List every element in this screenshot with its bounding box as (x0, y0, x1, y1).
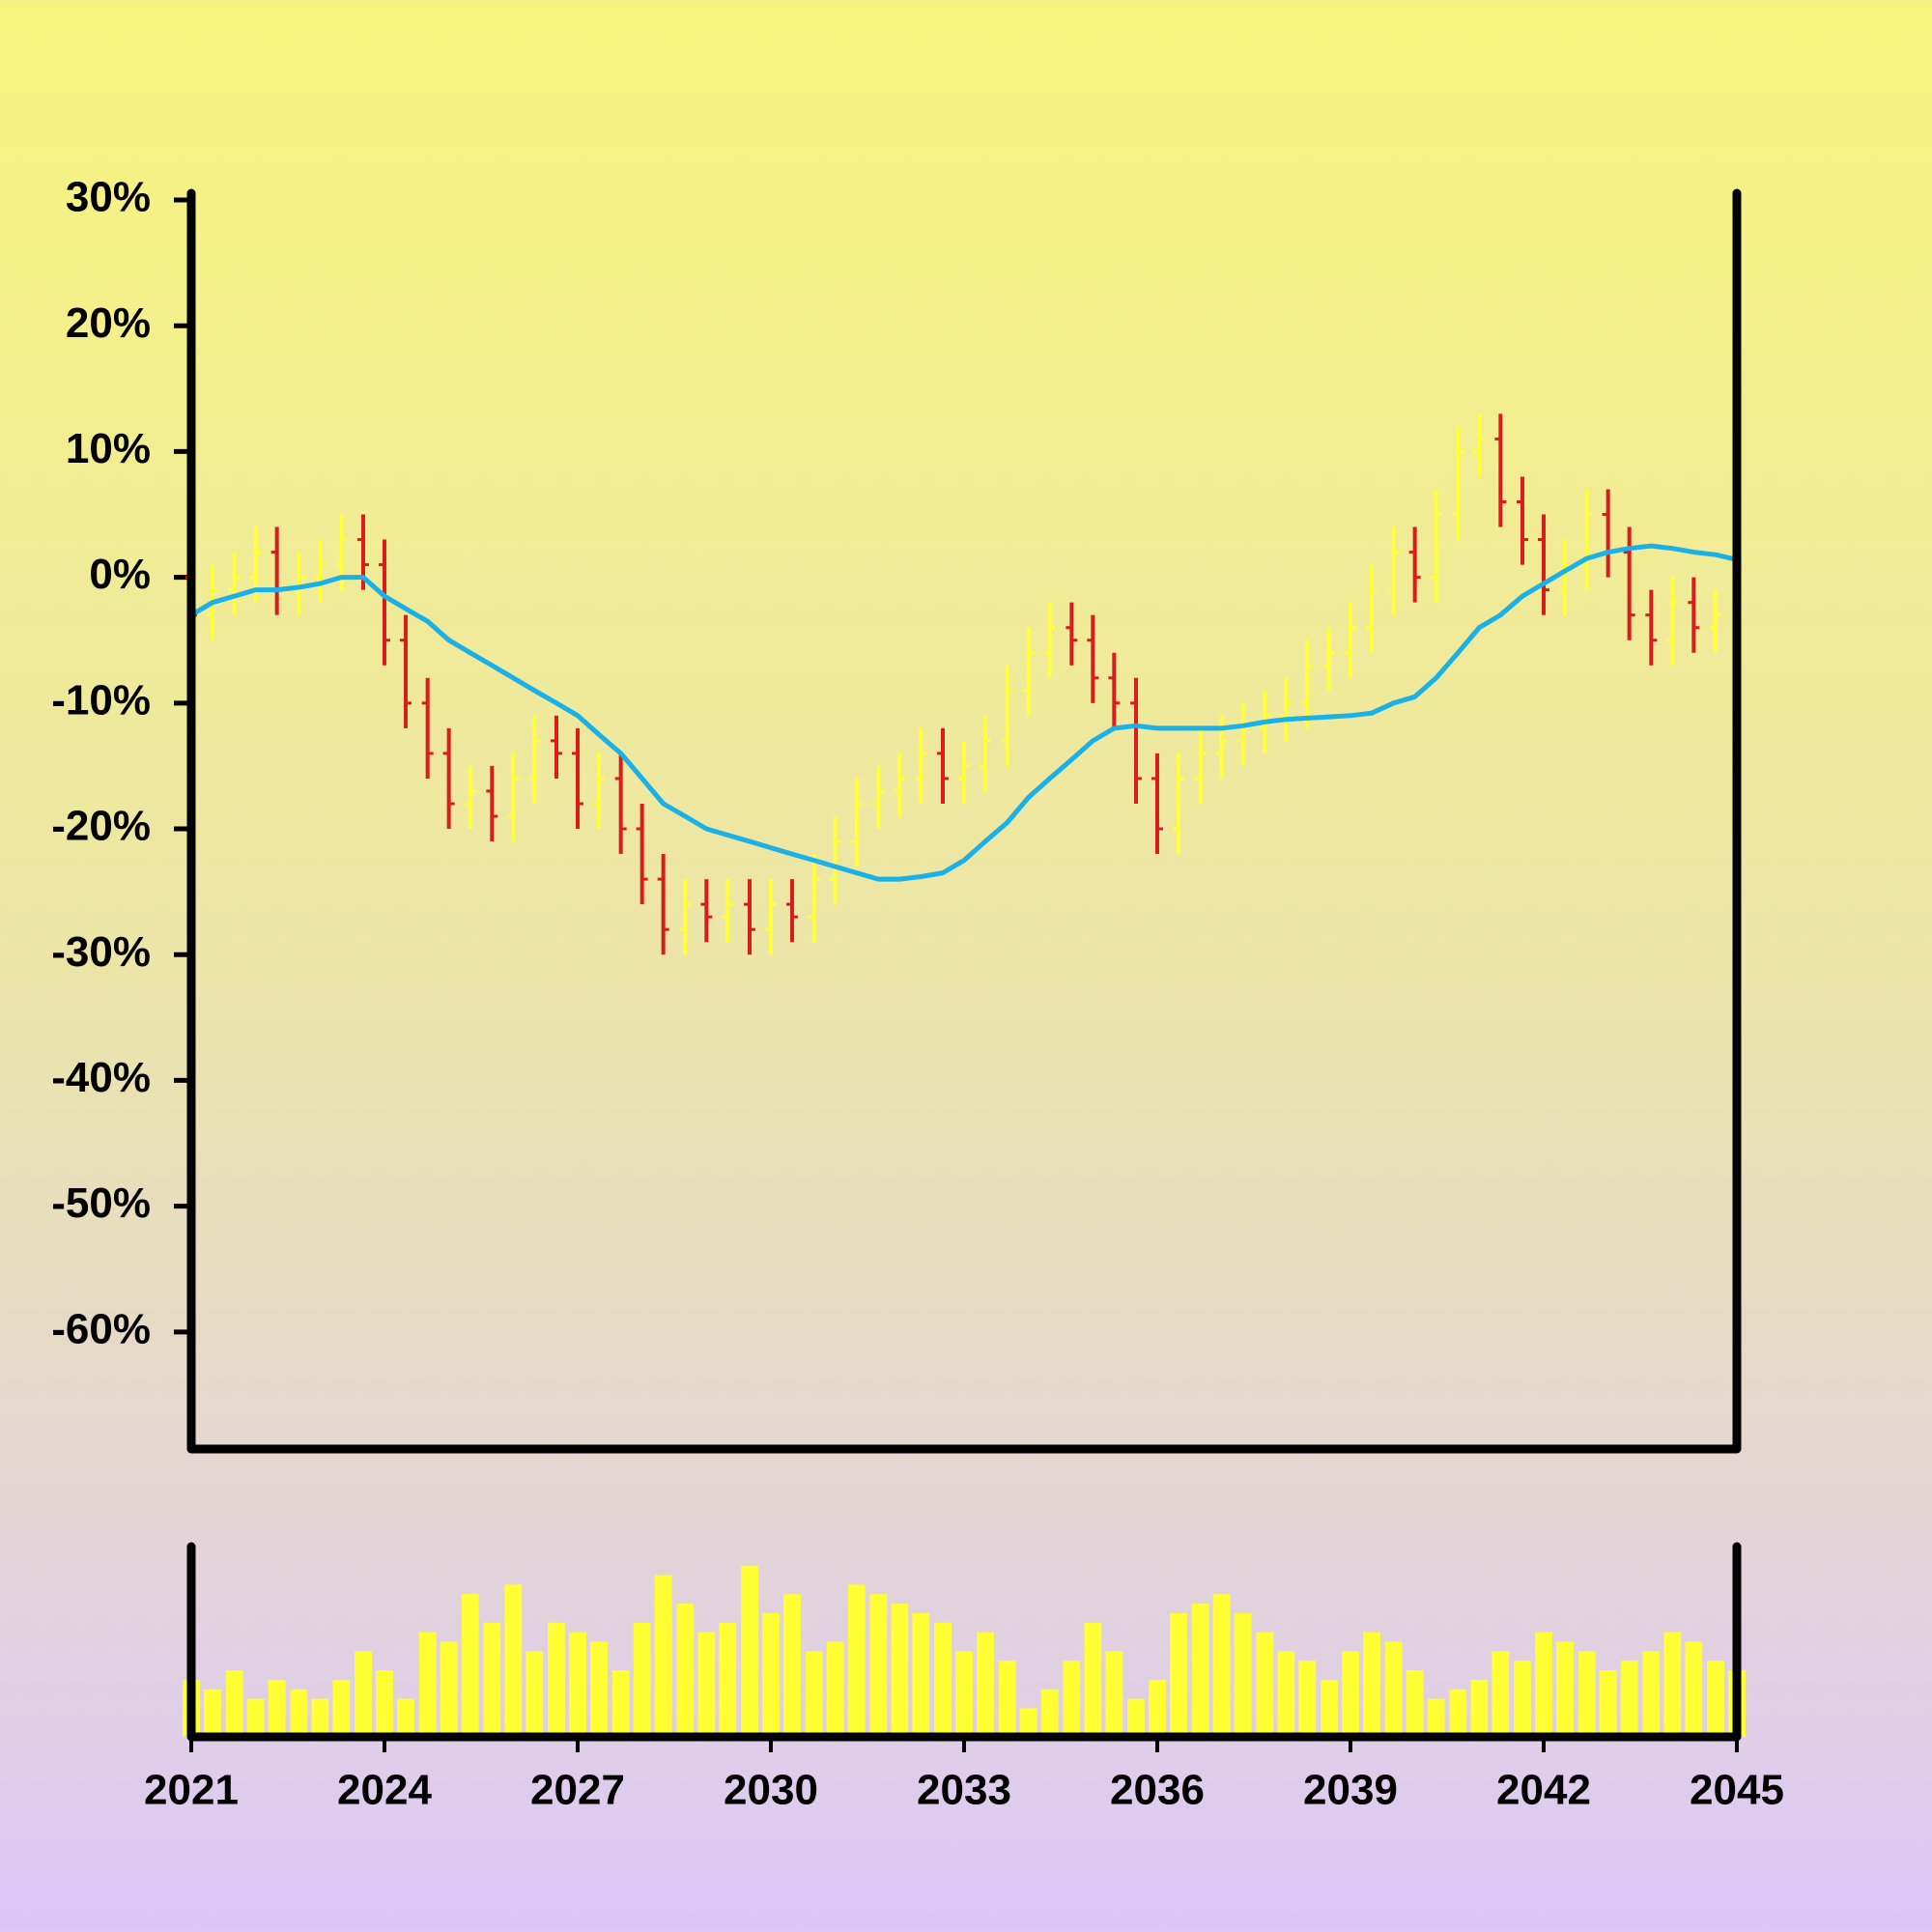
volume-bar (762, 1612, 780, 1737)
volume-bar (869, 1594, 888, 1737)
x-tick-label: 2045 (1690, 1767, 1784, 1814)
volume-bar (955, 1651, 973, 1737)
volume-bar (246, 1698, 265, 1737)
volume-bar (654, 1575, 672, 1737)
volume-bar (548, 1622, 565, 1737)
y-tick-label: 10% (66, 425, 151, 472)
volume-bar (1321, 1679, 1338, 1737)
volume-bar (1449, 1689, 1467, 1737)
volume-bar (1492, 1651, 1510, 1737)
volume-bar (847, 1584, 866, 1737)
y-tick-label: 20% (66, 299, 151, 347)
volume-bar (1363, 1632, 1380, 1737)
volume-bar (826, 1641, 844, 1737)
volume-bar (783, 1594, 801, 1737)
volume-bar (332, 1679, 351, 1737)
x-tick-label: 2042 (1496, 1767, 1591, 1814)
volume-bar (1663, 1632, 1682, 1737)
volume-bar (611, 1670, 630, 1737)
volume-bar (1127, 1698, 1145, 1737)
volume-bar (483, 1622, 501, 1737)
volume-bar (633, 1622, 651, 1737)
x-tick-label: 2039 (1303, 1767, 1398, 1814)
volume-bar (526, 1651, 544, 1737)
volume-bar (1707, 1661, 1724, 1737)
volume-bar (1212, 1594, 1231, 1737)
volume-bar (1277, 1651, 1295, 1737)
volume-bar (1406, 1670, 1424, 1737)
volume-bar (697, 1632, 716, 1737)
volume-bar (1234, 1612, 1252, 1737)
volume-bar (741, 1565, 758, 1737)
moving-average-line (189, 543, 1738, 882)
volume-bar (676, 1604, 695, 1737)
y-tick-label: -10% (51, 676, 151, 724)
volume-bar (891, 1604, 909, 1737)
volume-bar (1620, 1661, 1638, 1737)
volume-bar (376, 1670, 393, 1737)
volume-bar (1514, 1661, 1531, 1737)
volume-bar (290, 1689, 308, 1737)
y-tick-label: 0% (89, 551, 151, 598)
volume-bar (1256, 1632, 1274, 1737)
volume-bar (912, 1612, 930, 1737)
volume-bar (1577, 1651, 1596, 1737)
volume-bar (1535, 1632, 1552, 1737)
price-axes (186, 188, 1742, 1454)
volume-bar (461, 1594, 479, 1737)
volume-bar (1384, 1641, 1403, 1737)
y-tick-label: -50% (51, 1179, 151, 1227)
volume-bar (1019, 1708, 1037, 1737)
volume-bar (1191, 1604, 1209, 1737)
volume-bar (1599, 1670, 1617, 1737)
volume-bar (1040, 1689, 1059, 1737)
y-tick-label: 30% (66, 174, 151, 221)
volume-bar (204, 1689, 221, 1737)
volume-bar (1342, 1651, 1359, 1737)
volume-bar (1642, 1651, 1661, 1737)
volume-bar (1105, 1651, 1123, 1737)
volume-bar (1556, 1641, 1574, 1737)
volume-bar (418, 1632, 437, 1737)
volume-bar (1470, 1679, 1489, 1737)
volume-axes (186, 1542, 1742, 1742)
volume-bar (934, 1622, 952, 1737)
volume-bar (504, 1584, 523, 1737)
volume-bar (719, 1622, 737, 1737)
volume-bar (1427, 1698, 1445, 1737)
volume-bar (977, 1632, 994, 1737)
y-tick-label: -40% (51, 1054, 151, 1101)
volume-bar (998, 1661, 1016, 1737)
volume-bar (590, 1641, 608, 1737)
volume-bar (1685, 1641, 1703, 1737)
x-tick-label: 2030 (724, 1767, 818, 1814)
volume-bar (1084, 1622, 1102, 1737)
x-tick-label: 2036 (1110, 1767, 1205, 1814)
x-tick-label: 2024 (337, 1767, 432, 1814)
x-tick-label: 2033 (917, 1767, 1011, 1814)
y-tick-label: -20% (51, 803, 151, 850)
y-tick-label: -30% (51, 928, 151, 976)
volume-bar (440, 1641, 458, 1737)
volume-bar (1170, 1612, 1187, 1737)
y-tick-label: -60% (51, 1305, 151, 1352)
x-tick-label: 2027 (530, 1767, 625, 1814)
volume-bar (225, 1670, 243, 1737)
volume-bar (569, 1632, 586, 1737)
volume-bar (1063, 1661, 1081, 1737)
volume-bar (1149, 1679, 1166, 1737)
volume-bar (268, 1679, 286, 1737)
volume-bar (355, 1651, 372, 1737)
volume-bar (397, 1698, 414, 1737)
volume-bar (311, 1698, 329, 1737)
volume-bar (1298, 1661, 1317, 1737)
volume-bar (805, 1651, 823, 1737)
x-tick-label: 2021 (144, 1767, 239, 1814)
